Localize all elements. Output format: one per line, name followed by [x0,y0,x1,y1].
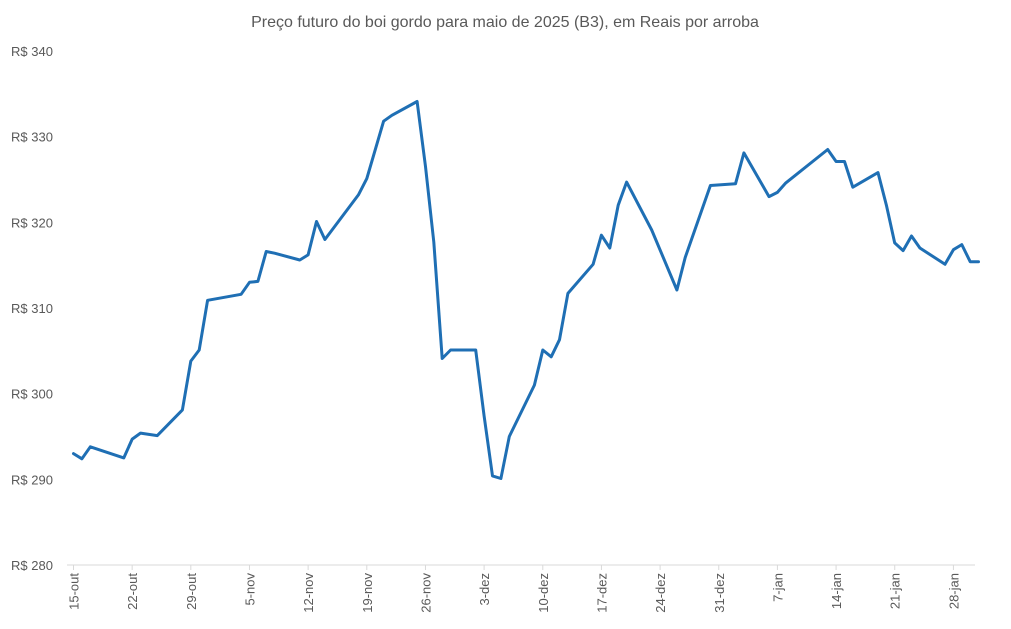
data-point [843,160,847,164]
data-point [482,414,486,418]
data-point [180,408,184,412]
data-point [239,292,243,296]
data-point [72,452,76,456]
data-point [298,258,302,262]
data-point [742,151,746,155]
data-point [960,243,964,247]
data-point [767,195,771,199]
x-tick-label: 29-out [184,573,199,610]
y-tick-label: R$ 300 [11,387,53,402]
data-point [264,250,268,254]
data-point [449,348,453,352]
data-point [826,148,830,152]
y-tick-label: R$ 330 [11,130,53,145]
data-point [541,348,545,352]
data-point [365,177,369,181]
x-tick-label: 22-out [125,573,140,610]
data-point [893,241,897,245]
data-point [901,249,905,253]
data-point [775,190,779,194]
data-point [650,228,654,232]
data-point [256,279,260,283]
data-point [566,291,570,295]
x-tick-label: 10-dez [536,573,551,613]
data-point [248,280,252,284]
data-point [558,338,562,342]
data-point [784,181,788,185]
data-point [189,359,193,363]
data-point [491,474,495,478]
data-point [549,355,553,359]
data-point [910,234,914,238]
data-point [951,248,955,252]
data-point [532,383,536,387]
data-point [122,456,126,460]
data-point [507,435,511,439]
x-tick-label: 5-nov [242,573,257,606]
data-point [918,246,922,250]
x-axis-labels: 15-out 22-out 29-out 5-nov 12-nov 19-nov 26-no… [67,573,962,613]
y-tick-label: R$ 290 [11,472,53,487]
data-point [616,203,620,207]
data-point [88,445,92,449]
y-tick-label: R$ 280 [11,558,53,573]
data-point [155,434,159,438]
y-tick-label: R$ 340 [11,44,53,59]
data-point [80,457,84,461]
y-tick-label: R$ 310 [11,301,53,316]
data-point [977,260,981,264]
x-tick-label: 12-nov [301,573,316,613]
data-point [876,171,880,175]
data-point [943,262,947,266]
data-point [440,357,444,361]
data-point [683,256,687,260]
data-point [390,113,394,117]
data-point [323,238,327,242]
series-line [72,100,980,480]
y-tick-label: R$ 320 [11,215,53,230]
data-point [315,220,319,224]
data-point [273,251,277,255]
data-point [499,477,503,481]
x-tick-label: 28-jan [946,573,961,609]
data-point [884,203,888,207]
data-point [424,165,428,169]
data-point [197,348,201,352]
data-point [599,233,603,237]
data-point [432,240,436,244]
x-tick-label: 7-jan [770,573,785,602]
data-point [206,298,210,302]
data-point [415,100,419,104]
y-axis-labels: R$ 340 R$ 330 R$ 320 R$ 310 R$ 300 R$ 290 R$ 2… [11,44,53,573]
data-point [306,253,310,257]
x-tick-label: 19-nov [360,573,375,613]
x-tick-label: 17-dez [594,573,609,613]
x-tick-label: 31-dez [712,573,727,613]
x-tick-label: 21-jan [888,573,903,609]
data-point [591,262,595,266]
data-point [608,246,612,250]
data-point [356,193,360,197]
data-point [625,180,629,184]
x-tick-label: 14-jan [829,573,844,609]
x-tick-label: 3-dez [477,573,492,606]
series-points [72,100,981,481]
data-point [834,160,838,164]
data-point [675,288,679,292]
data-point [708,184,712,188]
x-tick-label: 15-out [67,573,82,610]
data-point [139,431,143,435]
x-tick-label: 24-dez [653,573,668,613]
x-tick-label: 26-nov [418,573,433,613]
chart-title: Preço futuro do boi gordo para maio de 2… [251,14,759,31]
data-point [851,185,855,189]
data-point [474,348,478,352]
x-axis-ticks [73,565,954,570]
data-point [734,182,738,186]
data-point [968,260,972,264]
data-point [382,119,386,123]
data-point [130,437,134,441]
